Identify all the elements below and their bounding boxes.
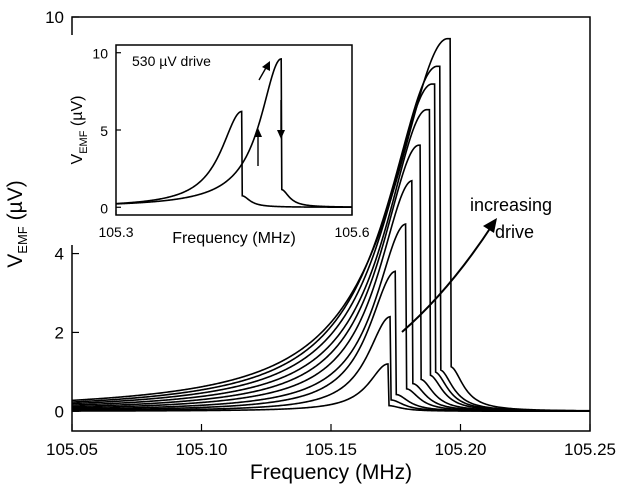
inset-up-arrowhead: [254, 128, 262, 137]
main-x-axis-label: Frequency (MHz): [250, 461, 412, 484]
inset-y-axis-label: VEMF (µV): [69, 96, 90, 165]
annotation-arrowhead: [483, 218, 497, 233]
main-y-tick-label: 2: [55, 323, 64, 342]
inset-down-arrowhead: [277, 130, 285, 139]
main-series-line: [71, 65, 591, 412]
main-x-tick-label: 105.05: [46, 440, 98, 459]
inset-x-axis-label: Frequency (MHz): [172, 230, 296, 247]
main-y-tick-label: 10: [45, 8, 64, 27]
inset-series-line: [115, 57, 352, 208]
inset-series-line: [115, 110, 352, 208]
annotation-text: drive: [495, 222, 534, 242]
main-y-axis-label: VEMF (µV): [4, 180, 30, 267]
inset-y-tick-label: 0: [100, 200, 108, 216]
main-y-tick-label: 4: [55, 245, 64, 264]
inset-y-tick-label: 5: [100, 123, 108, 139]
inset-title: 530 µV drive: [132, 53, 211, 69]
annotation-arrow: [401, 223, 494, 333]
main-y-tick-label: 0: [55, 402, 64, 421]
inset-x-tick-label: 105.6: [334, 224, 369, 240]
main-series-line: [71, 37, 591, 412]
inset-plot: 105.3 105.6 0 5 10 Frequency (MHz) VEMF (µV) 53…: [46, 35, 370, 247]
main-x-tick-label: 105.20: [435, 440, 487, 459]
inset-background: [46, 35, 358, 245]
main-x-tick-label: 105.25: [564, 440, 616, 459]
annotation-text: increasing: [470, 195, 552, 215]
main-x-tick-label: 105.15: [305, 440, 357, 459]
inset-diag-arrowhead: [262, 61, 270, 71]
main-series-line: [71, 270, 590, 412]
main-plot: 105.05105.10105.15105.20105.250246810Fre…: [4, 8, 616, 484]
main-x-tick-label: 105.10: [176, 440, 228, 459]
inset-x-tick-label: 105.3: [98, 224, 133, 240]
inset-y-tick-label: 10: [92, 46, 108, 62]
